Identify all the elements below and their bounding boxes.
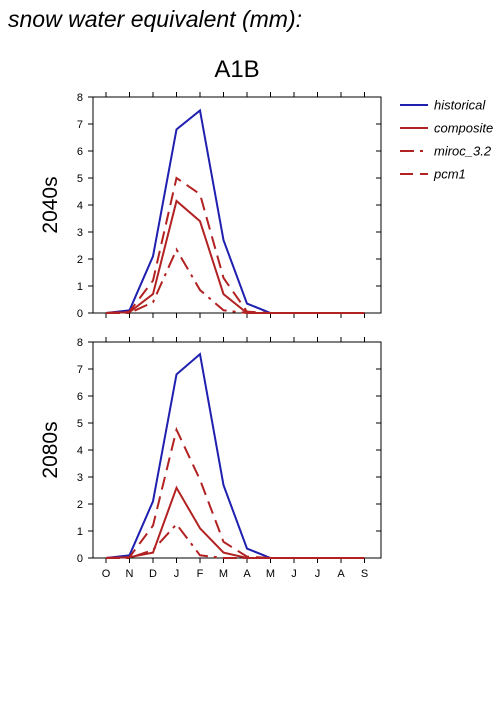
- y-tick-label: 6: [77, 391, 83, 403]
- x-tick-label: M: [266, 568, 275, 580]
- y-tick-label: 2: [77, 499, 83, 511]
- y-tick-label: 1: [77, 526, 83, 538]
- x-tick-label: A: [243, 568, 251, 580]
- y-tick-label: 0: [77, 308, 83, 320]
- x-tick-label: J: [291, 568, 297, 580]
- y-tick-label: 8: [77, 92, 83, 104]
- scenario-label: A1B: [214, 56, 260, 83]
- x-tick-label: F: [197, 568, 204, 580]
- panel-label-2080s: 2080s: [39, 421, 62, 478]
- plot-frame-2080s: [92, 341, 382, 559]
- series-line-historical: [105, 108, 365, 314]
- legend-label: miroc_3.2: [434, 144, 492, 159]
- series-line-historical: [105, 352, 365, 559]
- y-tick-label: 5: [77, 418, 83, 430]
- y-tick-label: 5: [77, 173, 83, 185]
- y-tick-label: 7: [77, 119, 83, 131]
- x-tick-label: S: [361, 568, 368, 580]
- y-tick-label: 3: [77, 472, 83, 484]
- y-tick-label: 4: [77, 445, 83, 457]
- y-tick-label: 6: [77, 146, 83, 158]
- series-line-miroc-3-2: [106, 247, 365, 314]
- y-tick-label: 7: [77, 364, 83, 376]
- legend-label: historical: [434, 98, 486, 113]
- x-tick-label: M: [219, 568, 228, 580]
- plot-frame-2040s: [92, 96, 382, 314]
- legend-label: pcm1: [433, 167, 466, 182]
- y-tick-label: 4: [77, 200, 83, 212]
- x-tick-label: O: [102, 568, 111, 580]
- x-tick-label: D: [149, 568, 157, 580]
- legend-label: composite: [434, 121, 493, 136]
- y-tick-label: 1: [77, 281, 83, 293]
- y-tick-label: 3: [77, 227, 83, 239]
- x-tick-label: J: [315, 568, 321, 580]
- chart-main-title: snow water equivalent (mm):: [8, 6, 302, 32]
- y-tick-label: 8: [77, 337, 83, 349]
- series-line-pcm1: [105, 426, 365, 559]
- y-tick-label: 0: [77, 553, 83, 565]
- y-tick-label: 2: [77, 254, 83, 266]
- series-line-pcm1: [105, 176, 365, 314]
- series-line-miroc-3-2: [106, 522, 365, 559]
- x-tick-label: J: [174, 568, 180, 580]
- x-tick-label: A: [337, 568, 345, 580]
- x-tick-label: N: [126, 568, 134, 580]
- panel-label-2040s: 2040s: [39, 176, 62, 233]
- series-line-composite: [105, 485, 365, 559]
